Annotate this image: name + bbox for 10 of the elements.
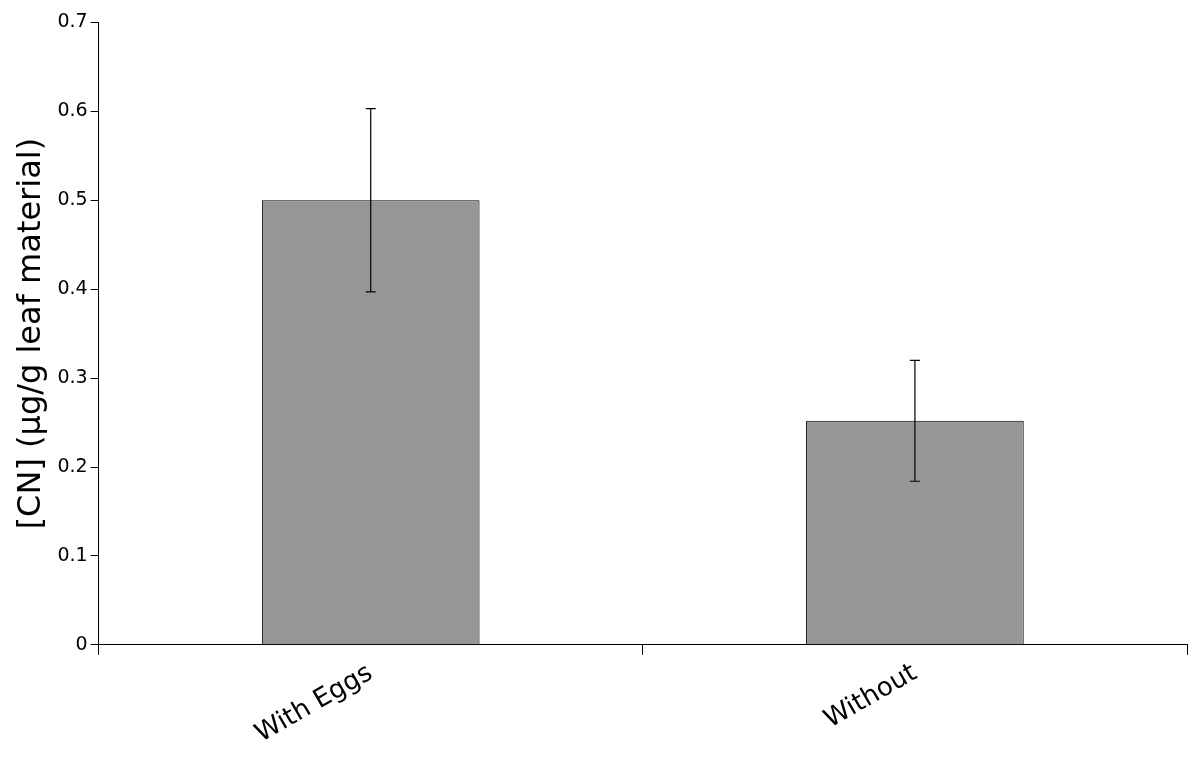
y-tick-label: 0.7 (57, 9, 88, 32)
y-tick-label: 0.6 (57, 98, 88, 121)
y-tick-label: 0.2 (57, 453, 88, 476)
y-tick-label: 0.3 (57, 365, 88, 388)
y-tick-label: 0.4 (57, 276, 88, 299)
y-tick-label: 0.5 (57, 187, 88, 210)
y-tick-label: 0 (75, 631, 88, 654)
y-tick-label: 0.1 (57, 542, 88, 565)
y-axis-title: [CN] (µg/g leaf material) (9, 137, 48, 530)
x-tick-label: With Eggs (249, 656, 378, 748)
